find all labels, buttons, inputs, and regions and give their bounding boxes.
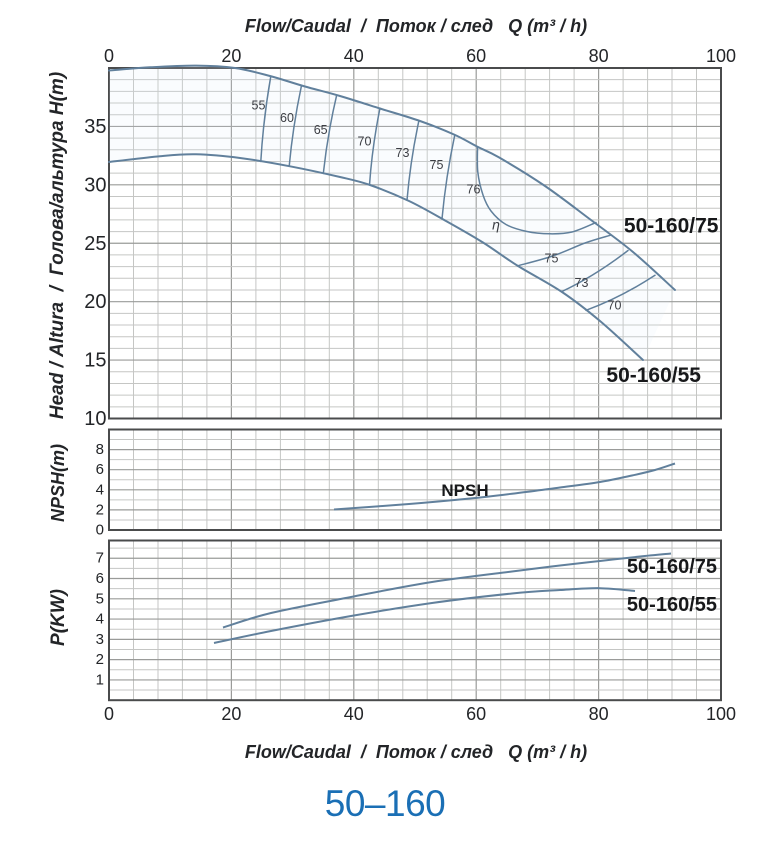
svg-text:3: 3	[96, 631, 104, 648]
svg-text:30: 30	[84, 174, 106, 196]
svg-text:6: 6	[96, 570, 104, 587]
svg-text:5: 5	[96, 590, 104, 607]
svg-text:15: 15	[84, 350, 106, 372]
svg-text:6: 6	[96, 461, 104, 478]
svg-text:100: 100	[706, 704, 736, 724]
svg-text:P(KW): P(KW)	[48, 589, 69, 646]
svg-text:1: 1	[96, 671, 104, 688]
svg-text:Flow/Caudal / Поток / след: Flow/Caudal / Поток / след Q (m³ / h)	[245, 742, 587, 762]
svg-text:40: 40	[344, 46, 364, 66]
svg-text:60: 60	[280, 111, 294, 125]
svg-text:50-160/75: 50-160/75	[627, 556, 717, 578]
svg-text:20: 20	[221, 46, 241, 66]
svg-text:73: 73	[396, 146, 410, 160]
svg-text:65: 65	[314, 123, 328, 137]
svg-text:20: 20	[84, 291, 106, 313]
svg-text:75: 75	[430, 158, 444, 172]
svg-text:35: 35	[84, 116, 106, 138]
svg-text:η: η	[492, 217, 500, 233]
svg-text:2: 2	[96, 651, 104, 668]
svg-text:60: 60	[466, 46, 486, 66]
svg-text:60: 60	[466, 704, 486, 724]
svg-text:25: 25	[84, 233, 106, 255]
svg-text:76: 76	[467, 183, 481, 197]
svg-text:70: 70	[608, 299, 622, 313]
svg-text:73: 73	[575, 276, 589, 290]
svg-text:50-160/75: 50-160/75	[624, 215, 719, 238]
svg-text:0: 0	[104, 46, 114, 66]
svg-text:55: 55	[252, 99, 266, 113]
svg-text:100: 100	[706, 46, 736, 66]
svg-text:8: 8	[96, 441, 104, 458]
svg-text:50-160/55: 50-160/55	[627, 594, 717, 616]
svg-text:4: 4	[96, 481, 104, 498]
svg-text:40: 40	[344, 704, 364, 724]
svg-text:10: 10	[84, 408, 106, 430]
svg-text:7: 7	[96, 550, 104, 567]
svg-text:NPSH(m): NPSH(m)	[48, 444, 68, 522]
svg-text:0: 0	[104, 704, 114, 724]
svg-text:70: 70	[358, 135, 372, 149]
svg-text:Flow/Caudal / Поток / след: Flow/Caudal / Поток / след Q (m³ / h)	[245, 16, 587, 36]
svg-text:20: 20	[221, 704, 241, 724]
svg-text:Head / Altura / Голова/альту: Head / Altura / Голова/альтура H(m)	[47, 72, 68, 419]
svg-text:50–160: 50–160	[325, 783, 445, 824]
svg-text:4: 4	[96, 611, 104, 628]
svg-text:80: 80	[589, 46, 609, 66]
svg-text:2: 2	[96, 501, 104, 518]
svg-text:NPSH: NPSH	[441, 481, 488, 500]
svg-text:75: 75	[545, 252, 559, 266]
svg-text:80: 80	[589, 704, 609, 724]
svg-text:0: 0	[96, 522, 104, 539]
svg-text:50-160/55: 50-160/55	[606, 364, 701, 387]
